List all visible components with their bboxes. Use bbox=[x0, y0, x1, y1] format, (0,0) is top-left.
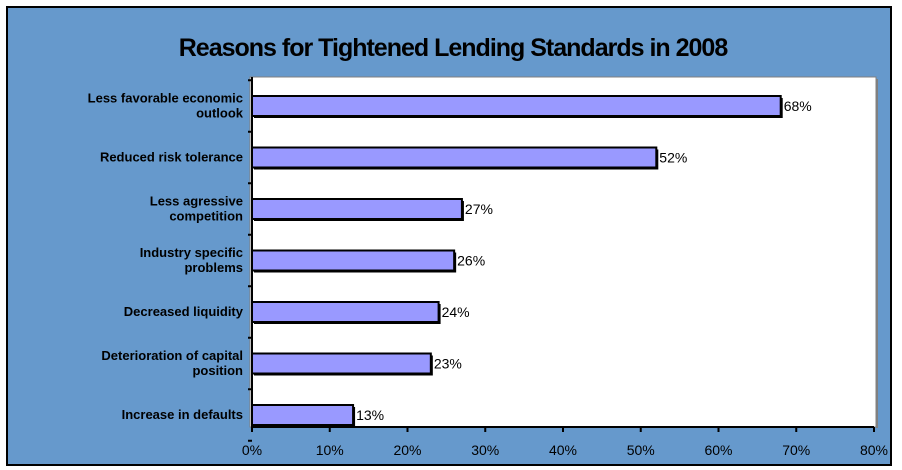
data-label: 13% bbox=[356, 407, 384, 423]
bar bbox=[251, 249, 456, 272]
category-label: Reduced risk tolerance bbox=[100, 150, 243, 165]
bar bbox=[251, 198, 463, 220]
data-label: 27% bbox=[465, 201, 493, 217]
category-label: Increase in defaults bbox=[122, 407, 243, 422]
bar bbox=[251, 301, 440, 323]
data-label: 23% bbox=[434, 356, 462, 372]
x-tick-label: 40% bbox=[549, 442, 577, 458]
x-tick-label: 10% bbox=[316, 442, 344, 458]
x-tick-label: 0% bbox=[242, 442, 262, 458]
bar bbox=[251, 95, 782, 117]
category-label: Decreased liquidity bbox=[124, 304, 244, 319]
data-label: 24% bbox=[442, 304, 470, 320]
x-tick-label: 70% bbox=[782, 442, 810, 458]
x-tick-label: 80% bbox=[860, 442, 888, 458]
bars-layer: 68% 52% 27% 26% 24% 23% 13% bbox=[251, 95, 812, 427]
category-label: Industry specific problems bbox=[140, 245, 243, 275]
x-tick-label: 30% bbox=[471, 442, 499, 458]
x-tick-label: 60% bbox=[704, 442, 732, 458]
bar bbox=[251, 146, 658, 169]
category-label: Deterioration of capital position bbox=[101, 348, 243, 378]
data-label: 26% bbox=[457, 253, 485, 269]
bar bbox=[251, 352, 432, 375]
bar bbox=[251, 404, 355, 426]
data-label: 52% bbox=[659, 150, 687, 166]
category-label: Less favorable economic outlook bbox=[88, 91, 244, 121]
data-label: 68% bbox=[784, 98, 812, 114]
category-label: Less agressive competition bbox=[150, 194, 243, 224]
chart-title: Reasons for Tightened Lending Standards … bbox=[179, 34, 729, 62]
x-tick-label: 20% bbox=[393, 442, 421, 458]
x-tick-label: 50% bbox=[627, 442, 655, 458]
axes-layer: Less favorable economic outlook Reduced ri… bbox=[88, 77, 888, 458]
